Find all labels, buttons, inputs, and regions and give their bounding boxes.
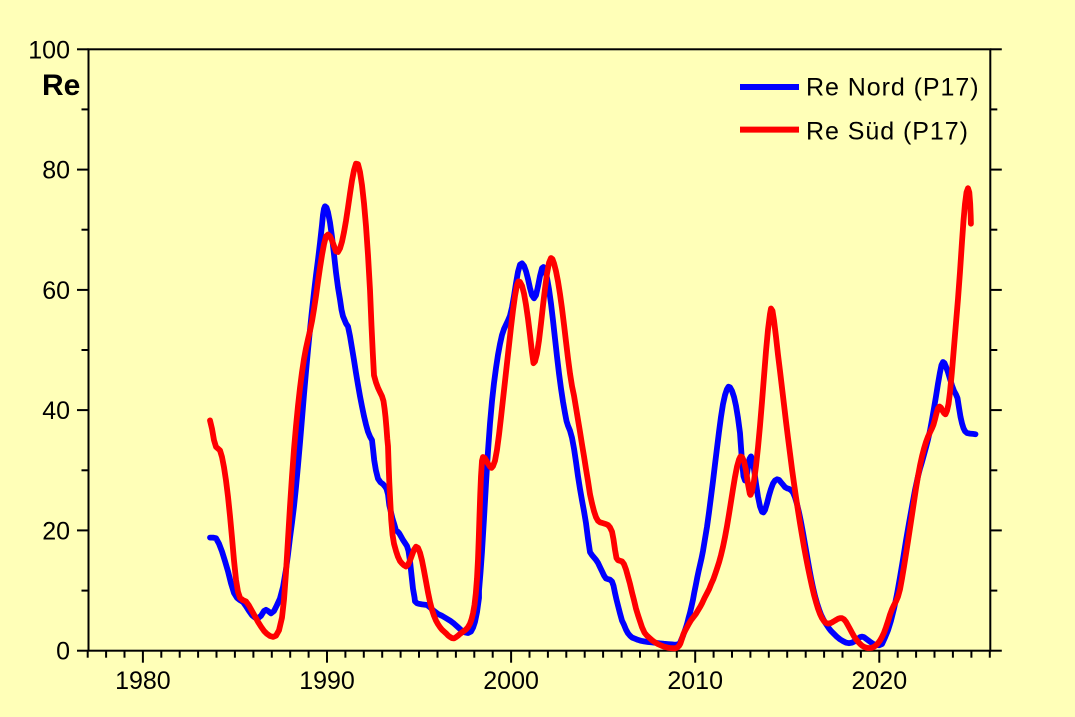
svg-text:1990: 1990	[299, 667, 355, 695]
svg-text:Re Süd (P17): Re Süd (P17)	[806, 118, 969, 146]
svg-text:40: 40	[42, 397, 70, 425]
svg-text:20: 20	[42, 517, 70, 545]
svg-text:0: 0	[56, 638, 70, 666]
svg-text:Re Nord (P17): Re Nord (P17)	[806, 74, 980, 102]
svg-text:Re: Re	[42, 69, 80, 102]
svg-text:2020: 2020	[851, 667, 907, 695]
svg-text:2000: 2000	[483, 667, 539, 695]
svg-text:80: 80	[42, 157, 70, 185]
svg-text:2010: 2010	[667, 667, 723, 695]
svg-text:100: 100	[28, 36, 70, 64]
svg-text:60: 60	[42, 277, 70, 305]
svg-text:1980: 1980	[115, 667, 171, 695]
